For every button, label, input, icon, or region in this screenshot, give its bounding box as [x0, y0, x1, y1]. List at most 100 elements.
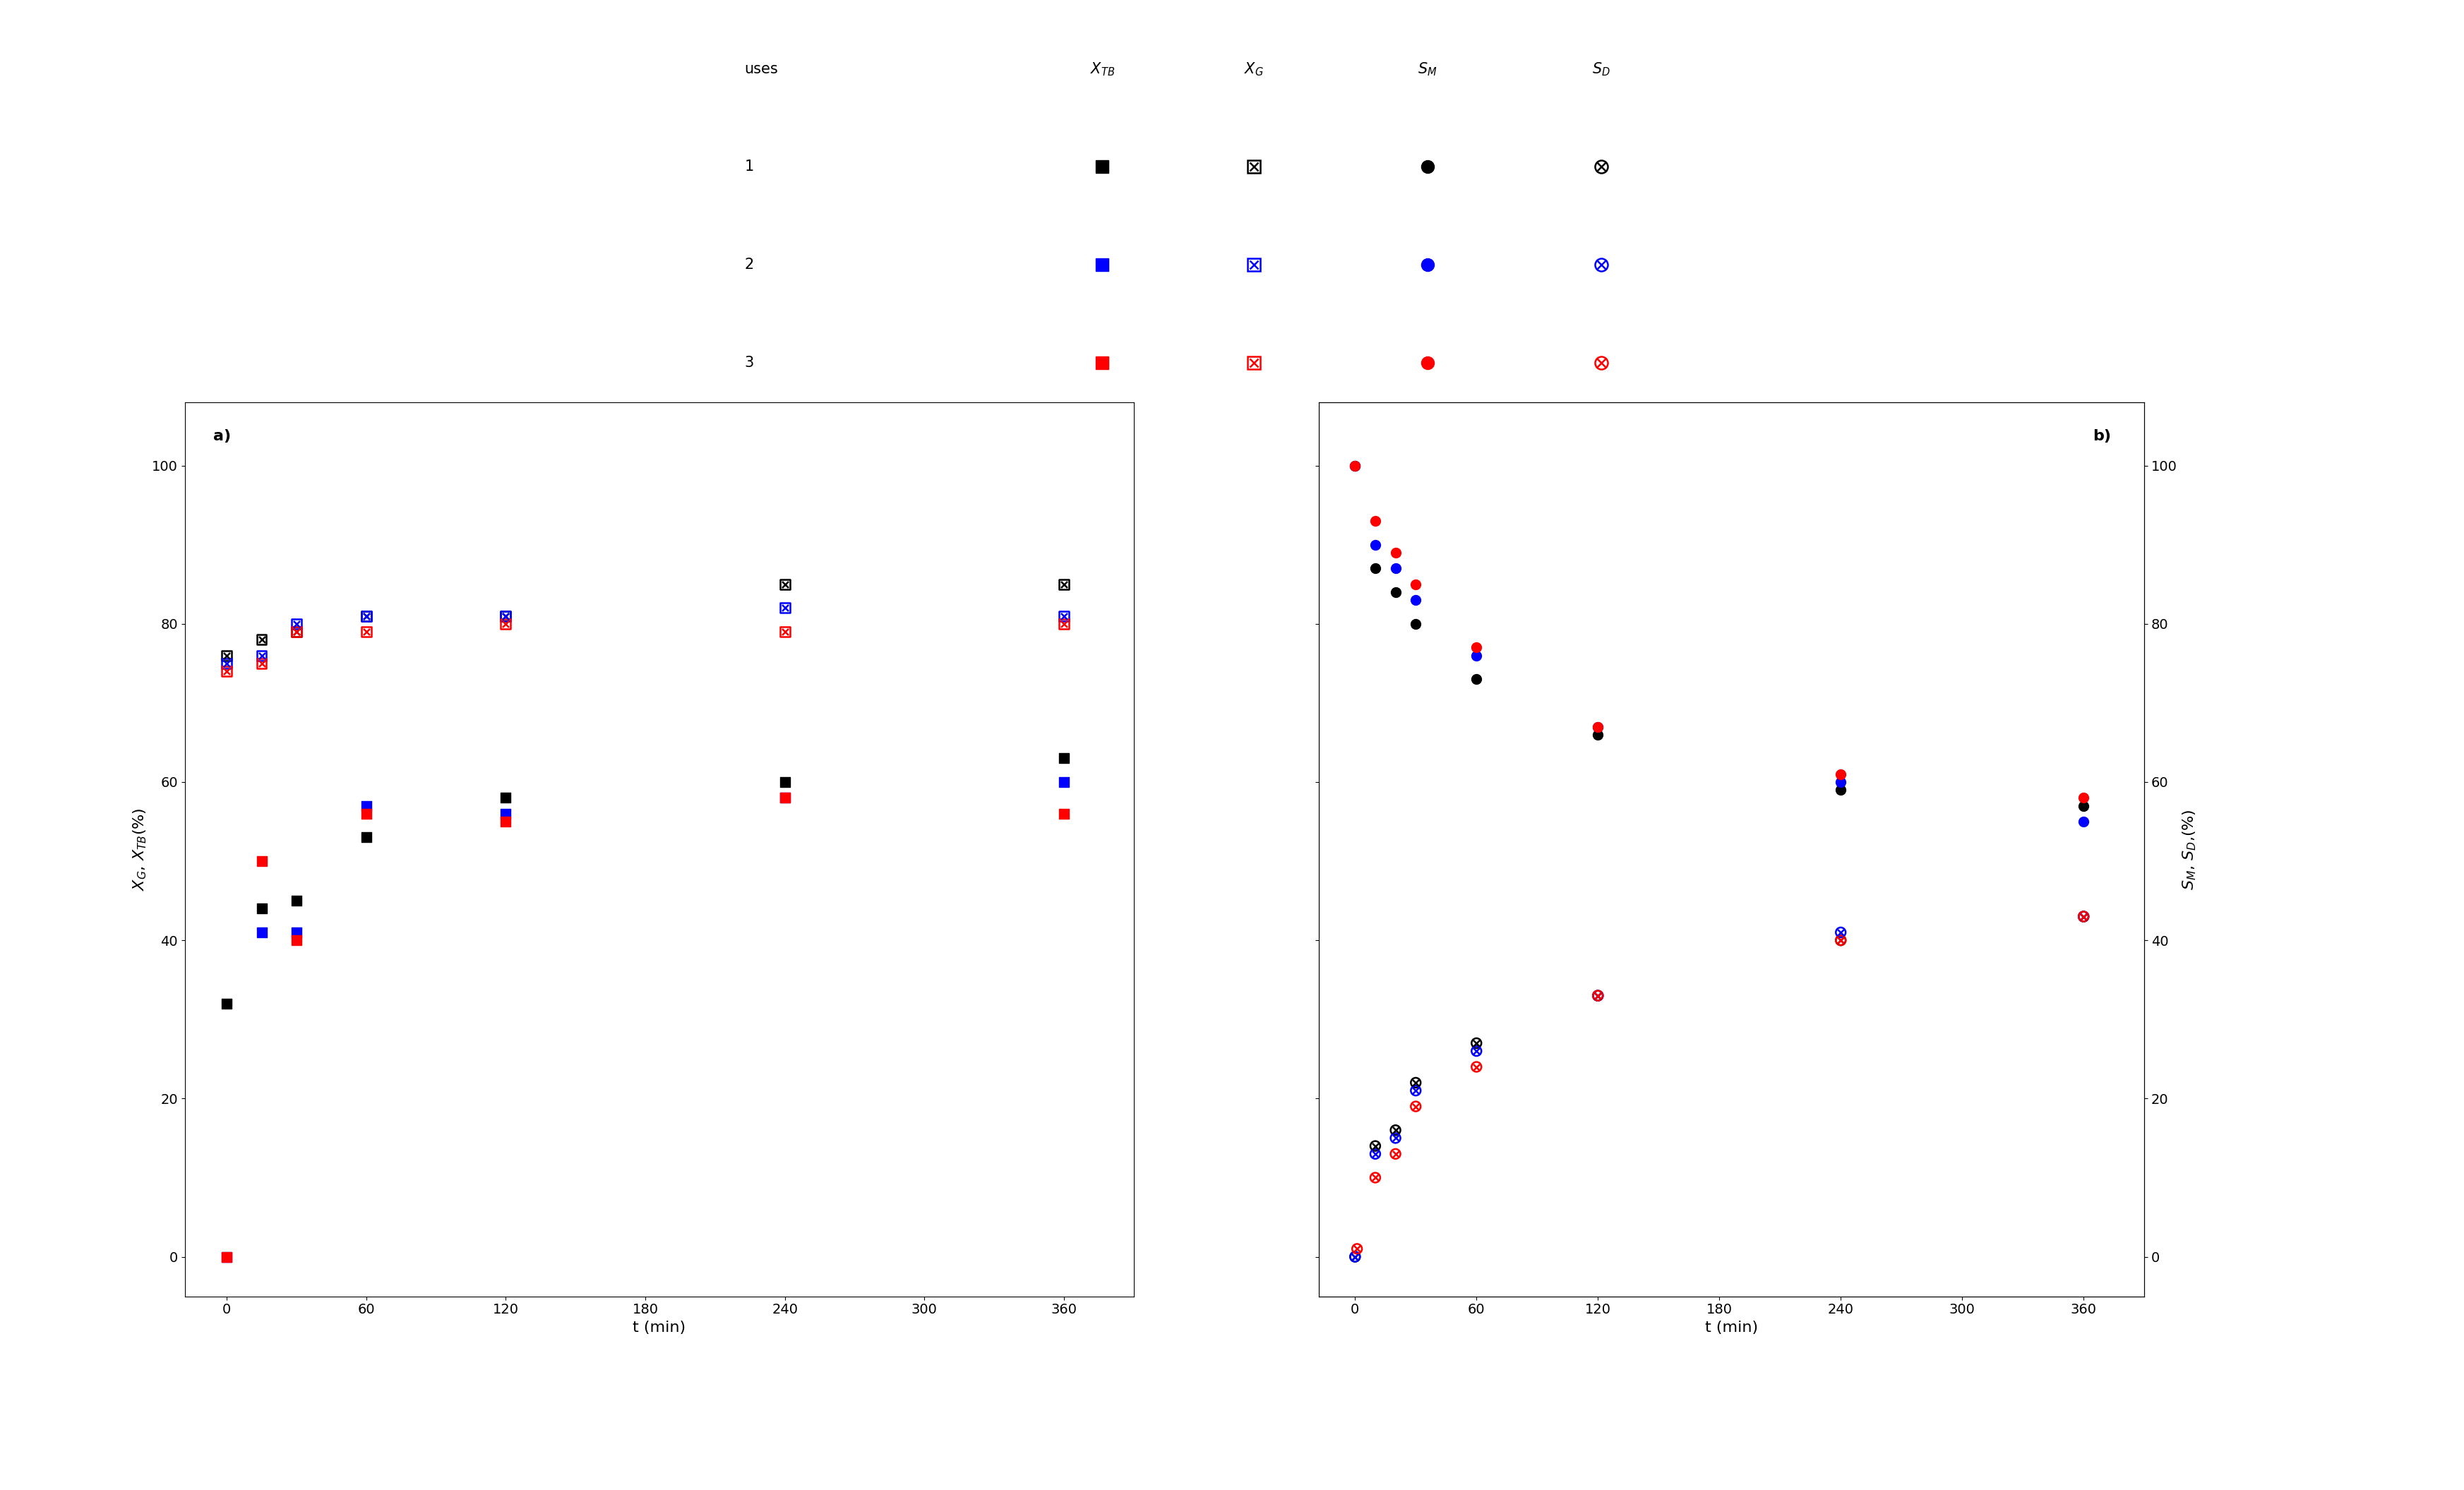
- Point: [1045, 603, 1084, 627]
- Point: [1456, 644, 1496, 668]
- Point: [207, 992, 246, 1016]
- Point: [1045, 612, 1084, 636]
- Point: [485, 785, 525, 809]
- Point: [347, 603, 387, 627]
- Point: [207, 644, 246, 668]
- Text: $S_M$: $S_M$: [1417, 61, 1437, 77]
- Point: [1821, 928, 1860, 952]
- Point: [1355, 1134, 1395, 1158]
- Point: [1335, 1244, 1375, 1268]
- Point: [1577, 983, 1616, 1007]
- Point: [1395, 1079, 1434, 1103]
- Point: [485, 603, 525, 627]
- Point: [1456, 1031, 1496, 1055]
- Point: [1577, 723, 1616, 746]
- Y-axis label: $S_M$, $S_D$,(%): $S_M$, $S_D$,(%): [2181, 809, 2198, 890]
- Point: [485, 802, 525, 825]
- Text: $S_D$: $S_D$: [1592, 61, 1609, 77]
- Point: [2062, 904, 2102, 928]
- Point: [764, 620, 803, 644]
- Point: [1375, 1141, 1414, 1165]
- Point: [1335, 453, 1375, 477]
- Point: [1335, 1244, 1375, 1268]
- Point: [207, 660, 246, 684]
- Point: [1456, 636, 1496, 660]
- Point: [1395, 1095, 1434, 1119]
- Y-axis label: $X_G$, $X_{TB}$(%): $X_G$, $X_{TB}$(%): [131, 808, 148, 891]
- Point: [1395, 1071, 1434, 1095]
- Point: [1821, 763, 1860, 787]
- Point: [1355, 510, 1395, 533]
- Point: [2062, 794, 2102, 818]
- Point: [1355, 533, 1395, 557]
- Point: [764, 572, 803, 596]
- Point: [241, 651, 281, 675]
- Point: [276, 921, 315, 945]
- Text: 1: 1: [744, 159, 754, 174]
- Point: [241, 849, 281, 873]
- Point: [347, 802, 387, 825]
- Point: [276, 928, 315, 952]
- Point: [347, 794, 387, 818]
- Point: [2062, 904, 2102, 928]
- Point: [1355, 1165, 1395, 1189]
- Point: [2062, 904, 2102, 928]
- Point: [241, 921, 281, 945]
- Point: [347, 603, 387, 627]
- Point: [241, 644, 281, 668]
- Point: [1045, 612, 1084, 636]
- Text: 2: 2: [744, 258, 754, 271]
- Point: [241, 651, 281, 675]
- Point: [1355, 1165, 1395, 1189]
- Point: [1045, 572, 1084, 596]
- Point: [276, 620, 315, 644]
- Point: [485, 809, 525, 833]
- Point: [1821, 928, 1860, 952]
- Point: [276, 620, 315, 644]
- Point: [276, 890, 315, 913]
- Point: [1456, 1055, 1496, 1079]
- Point: [2062, 904, 2102, 928]
- Point: [1577, 983, 1616, 1007]
- Point: [276, 612, 315, 636]
- Point: [347, 603, 387, 627]
- Point: [1456, 1055, 1496, 1079]
- Point: [1456, 1031, 1496, 1055]
- Point: [1375, 557, 1414, 581]
- Point: [2062, 809, 2102, 833]
- Point: [1355, 1141, 1395, 1165]
- Point: [764, 596, 803, 620]
- Point: [1395, 1079, 1434, 1103]
- Point: [1577, 715, 1616, 739]
- Point: [1338, 1237, 1377, 1261]
- Point: [1375, 1141, 1414, 1165]
- Point: [207, 644, 246, 668]
- Point: [1395, 589, 1434, 612]
- Point: [1355, 557, 1395, 581]
- Point: [207, 1244, 246, 1268]
- Point: [1821, 921, 1860, 945]
- Point: [1577, 983, 1616, 1007]
- Point: [1045, 603, 1084, 627]
- Point: [485, 603, 525, 627]
- Point: [241, 644, 281, 668]
- Point: [276, 612, 315, 636]
- Point: [1456, 1039, 1496, 1062]
- Point: [1045, 572, 1084, 596]
- Point: [347, 603, 387, 627]
- Point: [1821, 770, 1860, 794]
- Point: [347, 620, 387, 644]
- Point: [1375, 541, 1414, 565]
- Point: [1821, 928, 1860, 952]
- Point: [207, 660, 246, 684]
- Point: [485, 612, 525, 636]
- Point: [276, 620, 315, 644]
- Point: [764, 785, 803, 809]
- Text: a): a): [214, 429, 232, 443]
- Point: [764, 596, 803, 620]
- Point: [1395, 1095, 1434, 1119]
- Point: [764, 785, 803, 809]
- Point: [1456, 668, 1496, 691]
- Point: [1335, 453, 1375, 477]
- Point: [1045, 770, 1084, 794]
